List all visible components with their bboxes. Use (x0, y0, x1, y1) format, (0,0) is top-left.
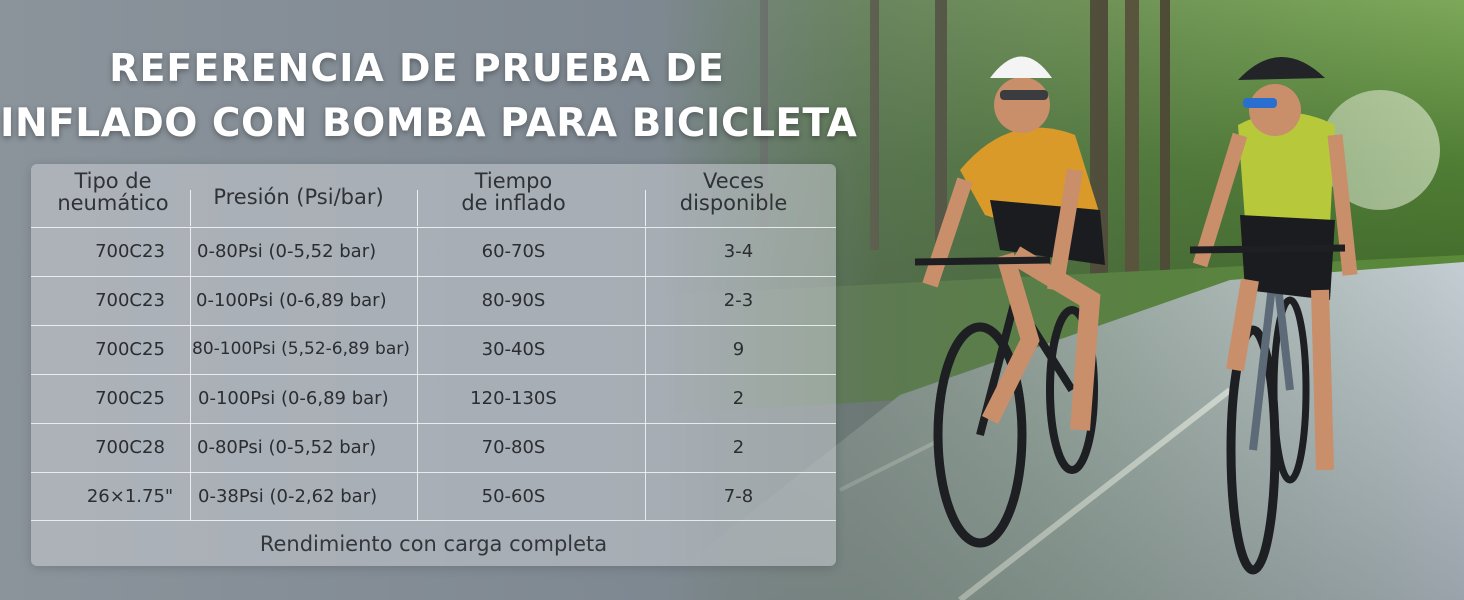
title-line-2: INFLADO CON BOMBA PARA BICICLETA (0, 101, 858, 146)
header-pressure: Presión (Psi/bar) (191, 186, 406, 208)
cell-inflation-time: 80-90S (481, 290, 546, 311)
table-header: Tipo de neumático Presión (Psi/bar) Tiem… (31, 164, 836, 228)
cell-inflation-time: 50-60S (481, 486, 546, 507)
header-divider (417, 190, 418, 226)
header-line: disponible (679, 191, 788, 215)
table-footer-note: Rendimiento con carga completa (259, 532, 608, 556)
cell-times-available: 3-4 (723, 241, 754, 262)
header-inflation-time: Tiempo de inflado (426, 170, 601, 214)
header-times-available: Veces disponible (646, 170, 821, 214)
table-row: 26×1.75" 0-38Psi (0-2,62 bar) 50-60S 7-8 (31, 472, 836, 521)
cell-pressure: 0-38Psi (0-2,62 bar) (198, 486, 378, 507)
header-line: neumático (57, 191, 169, 215)
cell-tire-type: 700C25 (95, 339, 165, 360)
cell-pressure: 0-80Psi (0-5,52 bar) (197, 437, 377, 458)
cell-times-available: 9 (732, 339, 745, 360)
table-row: 700C25 80-100Psi (5,52-6,89 bar) 30-40S … (31, 325, 836, 374)
inflation-test-table: Tipo de neumático Presión (Psi/bar) Tiem… (31, 164, 836, 566)
row-divider (31, 276, 836, 277)
cell-times-available: 2 (732, 388, 745, 409)
header-divider (190, 190, 191, 226)
cell-inflation-time: 60-70S (481, 241, 546, 262)
cell-inflation-time: 70-80S (481, 437, 546, 458)
table-row: 700C23 0-100Psi (0-6,89 bar) 80-90S 2-3 (31, 276, 836, 325)
cell-tire-type: 700C23 (95, 290, 165, 311)
table-row: 700C25 0-100Psi (0-6,89 bar) 120-130S 2 (31, 374, 836, 423)
column-divider (417, 227, 418, 520)
header-line: Presión (Psi/bar) (213, 185, 384, 209)
table-row: 700C28 0-80Psi (0-5,52 bar) 70-80S 2 (31, 423, 836, 472)
cell-tire-type: 700C25 (95, 388, 165, 409)
table-row: 700C23 0-80Psi (0-5,52 bar) 60-70S 3-4 (31, 227, 836, 276)
cell-tire-type: 700C23 (95, 241, 165, 262)
cell-inflation-time: 120-130S (470, 388, 557, 409)
column-divider (190, 227, 191, 520)
row-divider (31, 423, 836, 424)
row-divider (31, 374, 836, 375)
cell-tire-type: 26×1.75" (86, 486, 174, 507)
cell-pressure: 0-100Psi (0-6,89 bar) (196, 290, 387, 311)
cell-times-available: 7-8 (723, 486, 754, 507)
header-line: Veces (702, 169, 765, 193)
header-line: Tipo de (74, 169, 152, 193)
column-divider (645, 227, 646, 520)
cell-inflation-time: 30-40S (481, 339, 546, 360)
cell-times-available: 2-3 (723, 290, 754, 311)
row-divider (31, 520, 836, 521)
header-tire-type: Tipo de neumático (43, 170, 183, 214)
header-divider (645, 190, 646, 226)
page-title: REFERENCIA DE PRUEBA DE INFLADO CON BOMB… (0, 40, 858, 152)
row-divider (31, 227, 836, 228)
header-line: de inflado (461, 191, 566, 215)
header-line: Tiempo (474, 169, 553, 193)
cell-pressure: 80-100Psi (5,52-6,89 bar) (192, 339, 410, 359)
title-line-1: REFERENCIA DE PRUEBA DE (109, 46, 725, 90)
cell-tire-type: 700C28 (95, 437, 165, 458)
cell-pressure: 0-80Psi (0-5,52 bar) (197, 241, 377, 262)
cell-times-available: 2 (732, 437, 745, 458)
row-divider (31, 325, 836, 326)
row-divider (31, 472, 836, 473)
cell-pressure: 0-100Psi (0-6,89 bar) (198, 388, 389, 409)
